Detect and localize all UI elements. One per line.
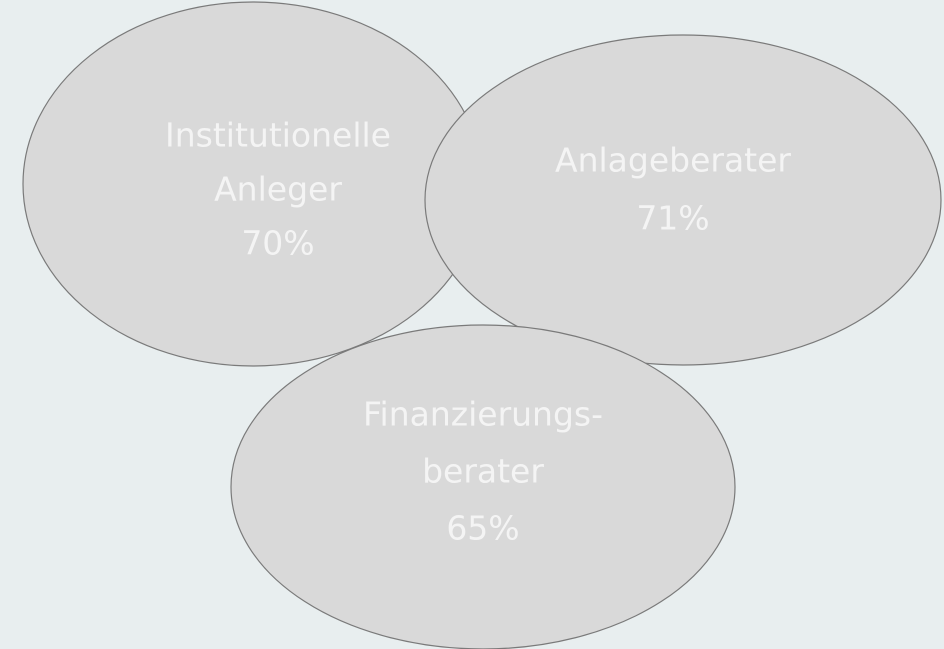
node-label: Finanzierungs- [363,395,603,434]
node-label: berater [422,452,544,491]
node-shape [230,324,736,649]
node: Finanzierungs-berater 65% [230,324,736,649]
node-label: Anlageberater [555,141,791,180]
node: Institutionelle Anleger 70% [22,1,484,367]
node-label: Anleger [214,170,342,209]
node-shape [424,34,942,366]
node-label: Institutionelle [165,116,391,155]
node: Anlageberater 71% [424,34,942,366]
node-label: 71% [636,199,709,238]
node-label: 65% [446,509,519,548]
node-label: 70% [241,224,314,263]
